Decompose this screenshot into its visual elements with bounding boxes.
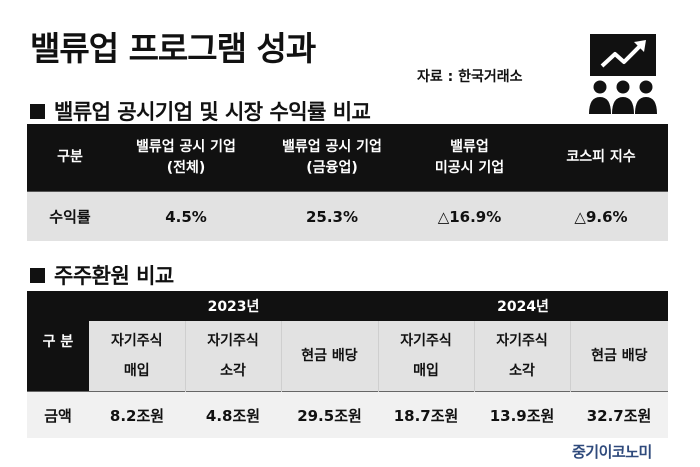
- amount-value-cell: 13.9조원: [474, 391, 571, 438]
- sub-header-cell: 자기주식 소각: [474, 321, 571, 392]
- year-header-2024: 2024년: [378, 291, 669, 321]
- bullet-square-icon: [30, 103, 45, 119]
- amount-value-cell: 8.2조원: [89, 391, 185, 438]
- amount-value-cell: 18.7조원: [378, 391, 475, 438]
- section-heading-returns: 밸류업 공시기업 및 시장 수익률 비교: [30, 96, 371, 126]
- section-heading-shareholder-return-text: 주주환원 비교: [54, 264, 174, 288]
- section-heading-returns-text: 밸류업 공시기업 및 시장 수익률 비교: [54, 100, 371, 124]
- sub-header-cell: 자기주식 소각: [185, 321, 282, 392]
- returns-table: 구분 밸류업 공시 기업 (전체) 밸류업 공시 기업 (금융업) 밸류업 미공시 기…: [27, 124, 668, 241]
- publisher-watermark: 중기이코노미: [572, 443, 652, 461]
- amount-row-label: 금액: [27, 391, 89, 438]
- returns-row-label: 수익률: [27, 191, 113, 241]
- sub-header-cell: 현금 배당: [281, 321, 379, 392]
- amount-row: 금액 8.2조원 4.8조원 29.5조원 18.7조원 13.9조원 32.7…: [27, 391, 669, 438]
- page-title: 밸류업 프로그램 성과: [30, 29, 316, 68]
- gubun-header: 구 분: [27, 291, 89, 392]
- year-header-2023: 2023년: [89, 291, 379, 321]
- bullet-square-icon: [30, 267, 45, 283]
- returns-header-cell: 밸류업 공시 기업 (금융업): [259, 124, 405, 192]
- amount-value-cell: 4.8조원: [185, 391, 281, 438]
- sub-header-cell: 자기주식 매입: [378, 321, 475, 392]
- returns-value-row: 수익률 4.5% 25.3% △16.9% △9.6%: [27, 191, 668, 241]
- returns-value-cell: 25.3%: [259, 191, 405, 241]
- returns-value-cell: △9.6%: [534, 191, 668, 241]
- returns-header-cell: 코스피 지수: [534, 124, 668, 192]
- returns-header-cell: 구분: [27, 124, 113, 192]
- shareholder-return-table: 구 분 2023년 2024년 자기주식 매입 자기주식 소각 현금 배당 자기주식…: [27, 291, 669, 438]
- amount-value-cell: 32.7조원: [570, 391, 669, 438]
- sub-header-row: 자기주식 매입 자기주식 소각 현금 배당 자기주식 매입 자기주식 소각 현금 배당: [27, 321, 669, 392]
- source-note: 자료 : 한국거래소: [417, 69, 523, 85]
- sub-header-cell: 자기주식 매입: [89, 321, 186, 392]
- returns-value-cell: 4.5%: [113, 191, 259, 241]
- returns-header-cell: 밸류업 공시 기업 (전체): [113, 124, 259, 192]
- returns-header-cell: 밸류업 미공시 기업: [405, 124, 534, 192]
- returns-header-row: 구분 밸류업 공시 기업 (전체) 밸류업 공시 기업 (금융업) 밸류업 미공시 기…: [27, 124, 668, 192]
- chart-presentation-icon: [588, 34, 658, 116]
- amount-value-cell: 29.5조원: [281, 391, 379, 438]
- returns-value-cell: △16.9%: [405, 191, 534, 241]
- section-heading-shareholder-return: 주주환원 비교: [30, 260, 174, 290]
- year-header-row: 구 분 2023년 2024년: [27, 291, 669, 392]
- sub-header-cell: 현금 배당: [570, 321, 669, 392]
